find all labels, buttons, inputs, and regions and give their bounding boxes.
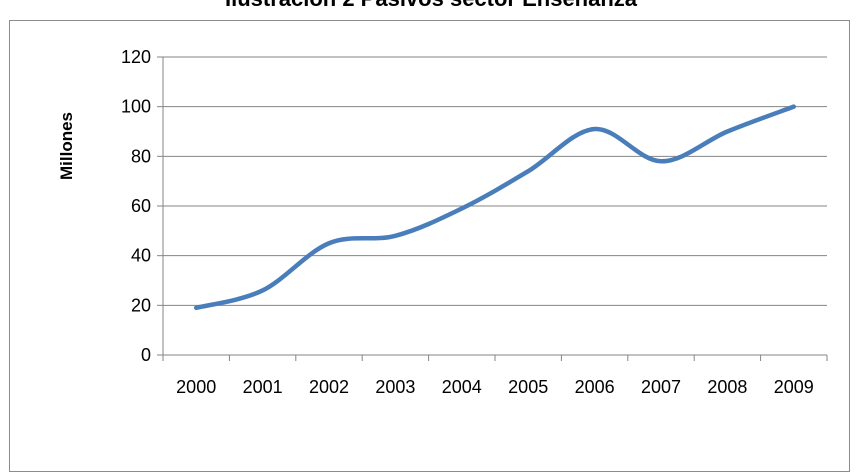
y-tick-label: 0 bbox=[141, 345, 151, 365]
y-tick-labels: 0 20 40 60 80 100 120 bbox=[121, 47, 151, 365]
x-tick-label: 2003 bbox=[375, 377, 415, 397]
x-tick-labels: 2000 2001 2002 2003 2004 2005 2006 2007 2008 2009 bbox=[176, 377, 814, 397]
y-axis-title: Millones bbox=[57, 112, 76, 180]
series-lines bbox=[196, 107, 794, 308]
x-tick-label: 2008 bbox=[707, 377, 747, 397]
y-tick-label: 40 bbox=[131, 246, 151, 266]
x-tick-label: 2002 bbox=[309, 377, 349, 397]
x-tick-label: 2007 bbox=[641, 377, 681, 397]
axes bbox=[157, 57, 827, 361]
y-tick-label: 80 bbox=[131, 146, 151, 166]
x-tick-label: 2004 bbox=[442, 377, 482, 397]
y-tick-label: 20 bbox=[131, 295, 151, 315]
gridlines bbox=[163, 57, 827, 305]
x-tick-label: 2005 bbox=[508, 377, 548, 397]
series-line bbox=[196, 107, 794, 308]
y-tick-label: 60 bbox=[131, 196, 151, 216]
y-tick-label: 120 bbox=[121, 47, 151, 67]
x-tick-label: 2009 bbox=[774, 377, 814, 397]
x-tick-label: 2006 bbox=[575, 377, 615, 397]
x-tick-label: 2000 bbox=[176, 377, 216, 397]
x-tick-label: 2001 bbox=[243, 377, 283, 397]
y-tick-label: 100 bbox=[121, 97, 151, 117]
